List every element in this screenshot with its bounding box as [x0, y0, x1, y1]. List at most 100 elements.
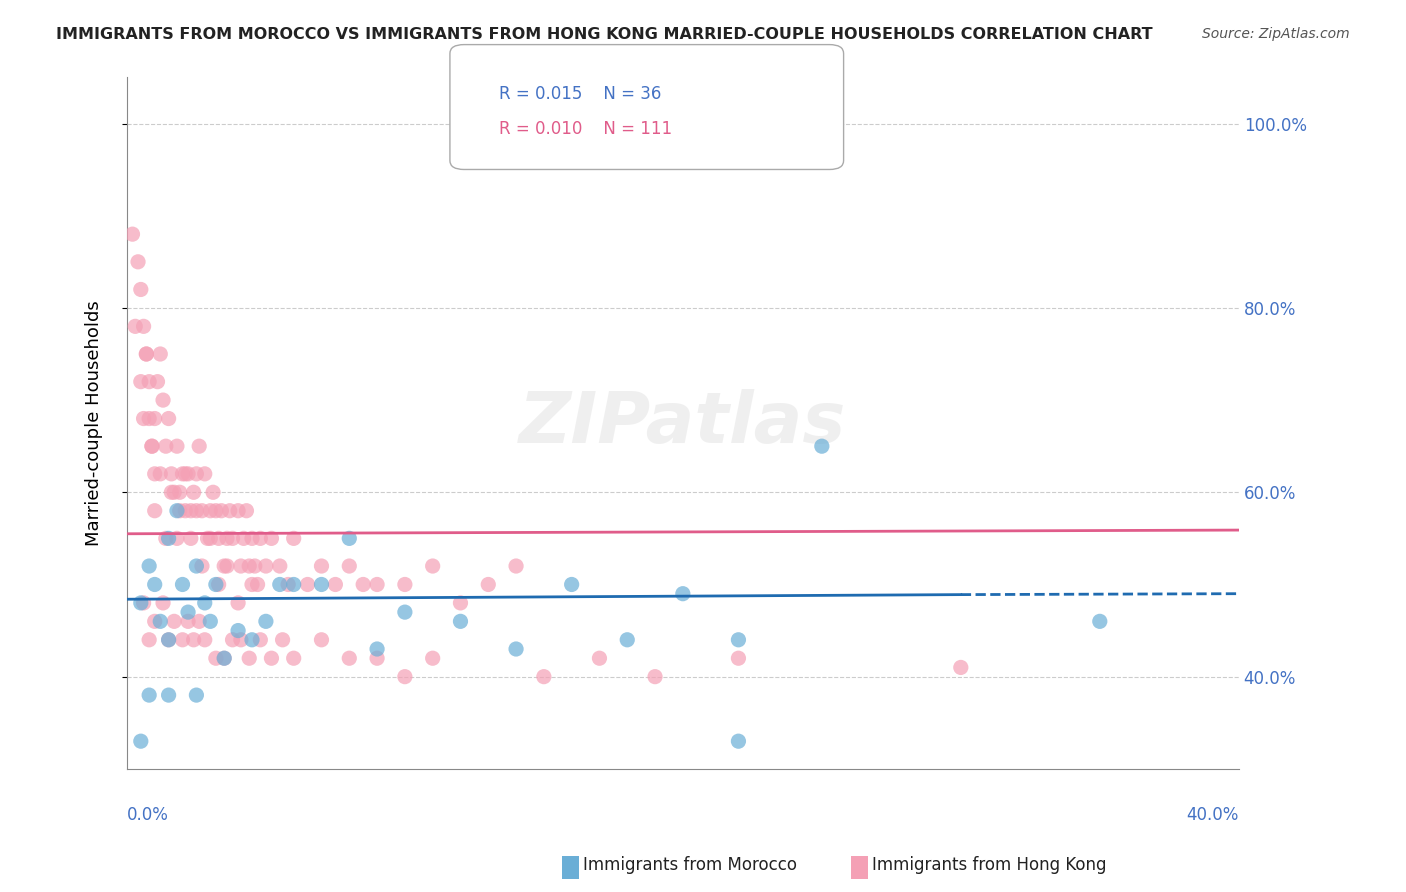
Point: [235, 504, 257, 518]
Point: [155, 532, 177, 546]
Point: [186, 467, 208, 481]
Point: [422, 651, 444, 665]
Point: [143, 577, 166, 591]
Point: [394, 670, 416, 684]
Point: [727, 651, 749, 665]
Point: [138, 688, 160, 702]
Y-axis label: Married-couple Households: Married-couple Households: [86, 301, 103, 546]
Point: [149, 615, 172, 629]
Point: [135, 347, 157, 361]
Point: [246, 577, 269, 591]
Point: [240, 532, 263, 546]
Point: [366, 651, 388, 665]
Point: [644, 670, 666, 684]
Point: [215, 532, 238, 546]
Point: [194, 596, 217, 610]
Point: [283, 577, 305, 591]
Point: [163, 615, 186, 629]
Point: [249, 632, 271, 647]
Point: [337, 559, 360, 574]
Point: [394, 605, 416, 619]
Point: [297, 577, 319, 591]
Point: [160, 467, 183, 481]
Point: [197, 532, 219, 546]
Point: [277, 577, 299, 591]
Text: 0.0%: 0.0%: [127, 805, 169, 823]
Point: [240, 632, 263, 647]
Point: [172, 467, 194, 481]
Point: [561, 577, 583, 591]
Point: [129, 283, 152, 297]
Point: [129, 734, 152, 748]
Point: [157, 532, 180, 546]
Point: [121, 227, 143, 242]
Point: [366, 642, 388, 657]
Text: IMMIGRANTS FROM MOROCCO VS IMMIGRANTS FROM HONG KONG MARRIED-COUPLE HOUSEHOLDS C: IMMIGRANTS FROM MOROCCO VS IMMIGRANTS FR…: [56, 27, 1153, 42]
Point: [505, 559, 527, 574]
Point: [157, 411, 180, 425]
Point: [143, 504, 166, 518]
Text: Source: ZipAtlas.com: Source: ZipAtlas.com: [1202, 27, 1350, 41]
Point: [169, 485, 191, 500]
Point: [325, 577, 347, 591]
Point: [194, 467, 217, 481]
Point: [180, 532, 202, 546]
Point: [249, 532, 271, 546]
Point: [186, 559, 208, 574]
Point: [588, 651, 610, 665]
Point: [254, 615, 277, 629]
Point: [254, 559, 277, 574]
Point: [232, 532, 254, 546]
Text: ZIPatlas: ZIPatlas: [519, 389, 846, 458]
Point: [157, 688, 180, 702]
Point: [129, 596, 152, 610]
Point: [209, 504, 232, 518]
Point: [186, 504, 208, 518]
Point: [186, 688, 208, 702]
Point: [124, 319, 146, 334]
Point: [212, 651, 235, 665]
Point: [271, 632, 294, 647]
Point: [152, 393, 174, 408]
Point: [727, 734, 749, 748]
Point: [202, 485, 225, 500]
Point: [160, 485, 183, 500]
Point: [226, 504, 249, 518]
Point: [218, 504, 240, 518]
Point: [138, 632, 160, 647]
Point: [311, 632, 333, 647]
Point: [205, 577, 228, 591]
Point: [208, 532, 231, 546]
Text: Immigrants from Hong Kong: Immigrants from Hong Kong: [872, 856, 1107, 874]
Point: [337, 532, 360, 546]
Point: [311, 577, 333, 591]
Point: [138, 559, 160, 574]
Point: [205, 651, 228, 665]
Point: [177, 605, 200, 619]
Text: R = 0.010    N = 111: R = 0.010 N = 111: [499, 120, 672, 138]
Text: R = 0.015    N = 36: R = 0.015 N = 36: [499, 85, 661, 103]
Point: [200, 615, 222, 629]
Point: [283, 651, 305, 665]
Point: [238, 651, 260, 665]
Point: [143, 467, 166, 481]
Point: [129, 375, 152, 389]
Point: [172, 632, 194, 647]
Point: [394, 577, 416, 591]
Point: [174, 467, 197, 481]
Point: [1088, 615, 1111, 629]
Point: [149, 347, 172, 361]
Point: [238, 559, 260, 574]
Point: [163, 485, 186, 500]
Point: [155, 439, 177, 453]
Point: [215, 559, 238, 574]
Point: [194, 632, 217, 647]
Point: [221, 532, 243, 546]
Point: [188, 615, 211, 629]
Point: [127, 255, 149, 269]
Point: [260, 532, 283, 546]
Point: [205, 504, 228, 518]
Point: [141, 439, 163, 453]
Point: [135, 347, 157, 361]
Point: [269, 559, 291, 574]
